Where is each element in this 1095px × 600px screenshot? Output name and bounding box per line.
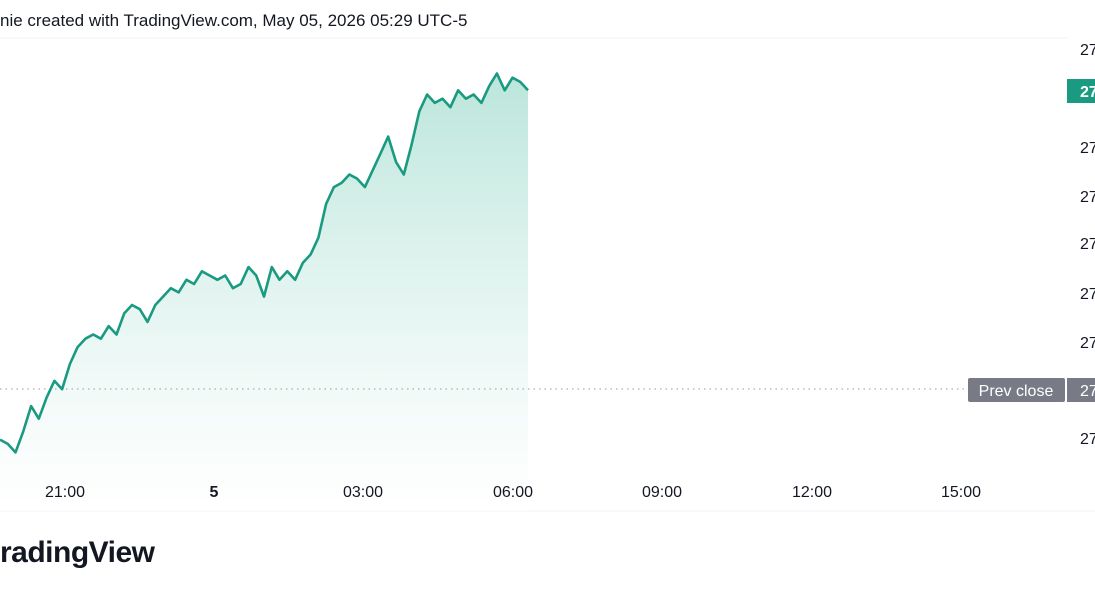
prev-close-value: 27 (1080, 383, 1095, 400)
y-tick-label: 27 (1080, 286, 1095, 303)
x-axis: 21:00 5 03:00 06:00 09:00 12:00 15:00 (45, 484, 981, 501)
brand-name: radingView (0, 536, 155, 569)
tradingview-logo-text: radingView (0, 536, 155, 570)
x-tick-label: 06:00 (493, 484, 533, 501)
prev-close-tag: Prev close 27 (968, 378, 1095, 402)
price-line (0, 72, 529, 454)
price-area (0, 73, 528, 511)
y-tick-label: 27 (1080, 140, 1095, 157)
area-fill (0, 73, 528, 511)
series-line (0, 72, 529, 454)
y-tick-label: 27 (1080, 236, 1095, 253)
y-axis[interactable]: 27 27 27 27 27 27 27 (1080, 42, 1095, 448)
chart-credit-text: nie created with TradingView.com, May 05… (0, 11, 468, 30)
x-tick-label: 15:00 (941, 484, 981, 501)
last-price-value: 27 (1080, 84, 1095, 101)
y-tick-label: 27 (1080, 42, 1095, 59)
y-tick-label: 27 (1080, 189, 1095, 206)
y-tick-label: 27 (1080, 431, 1095, 448)
x-tick-label: 03:00 (343, 484, 383, 501)
last-price-label: 27 (1067, 79, 1095, 103)
prev-close-label: Prev close (979, 383, 1054, 400)
x-tick-label: 21:00 (45, 484, 85, 501)
x-tick-label: 09:00 (642, 484, 682, 501)
x-tick-label: 5 (210, 484, 219, 501)
x-tick-label: 12:00 (792, 484, 832, 501)
y-tick-label: 27 (1080, 335, 1095, 352)
